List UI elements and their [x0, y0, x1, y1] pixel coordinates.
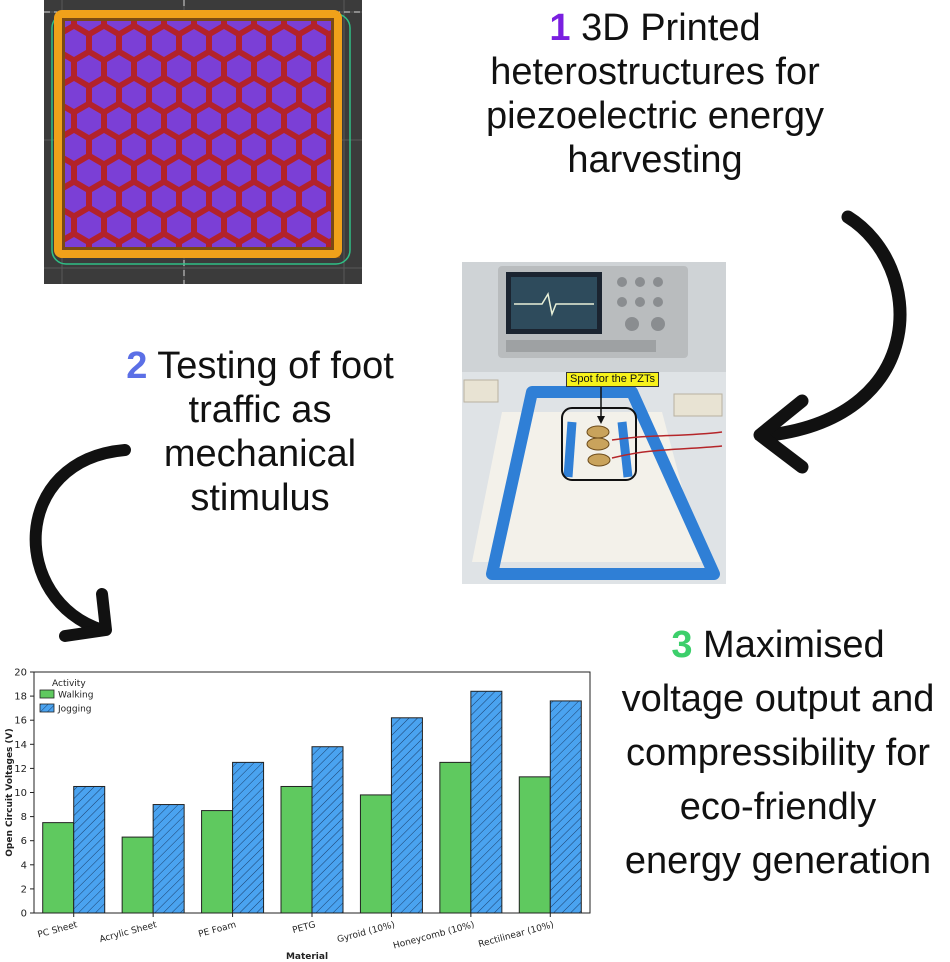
y-tick-label: 12 — [14, 764, 27, 775]
step-2-line-3: mechanical — [163, 433, 357, 475]
step-1-number: 1 — [549, 7, 571, 49]
step-1-caption: 1 3D Printed heterostructures for piezoe… — [420, 6, 890, 182]
y-tick-label: 6 — [21, 836, 27, 847]
x-tick-label: Rectilinear (10%) — [477, 920, 555, 950]
x-tick-label: Honeycomb (10%) — [392, 920, 475, 951]
step-3-line-1: Maximised — [703, 624, 885, 666]
bar-jogging — [390, 717, 423, 914]
y-tick-label: 18 — [14, 692, 27, 703]
bar-jogging — [152, 804, 185, 914]
y-tick-label: 0 — [21, 909, 27, 920]
legend-title: Activity — [52, 679, 86, 689]
curved-arrow-icon — [753, 210, 907, 474]
y-tick-label: 10 — [14, 788, 27, 799]
pzt-callout-label: Spot for the PZTs — [566, 372, 659, 387]
bar-walking — [121, 836, 154, 914]
step-2-line-4: stimulus — [190, 477, 330, 519]
step-3-number: 3 — [671, 624, 693, 666]
y-tick-label: 4 — [21, 860, 27, 871]
foot-traffic-setup-illustration — [462, 262, 726, 584]
voltage-bar-chart: 0 2 4 6 8 10 12 14 16 18 20 Open Circuit Voltages (… — [5, 668, 591, 962]
bar-jogging — [232, 761, 265, 914]
bar-walking — [280, 785, 313, 914]
x-tick-label: PETG — [291, 920, 316, 936]
pzt-discs — [586, 425, 611, 467]
bar-walking — [439, 761, 472, 914]
y-tick-label: 8 — [21, 812, 27, 823]
test-setup-photo: Spot for the PZTs — [462, 262, 726, 584]
step-3-line-2: voltage output and — [621, 678, 935, 720]
slicer-preview-image — [44, 0, 362, 284]
step-1-line-3: piezoelectric energy — [486, 95, 824, 137]
bar-jogging — [549, 700, 582, 914]
x-axis-label: Material — [286, 952, 328, 962]
bar-walking — [518, 776, 551, 914]
step-3-line-3: compressibility for — [625, 732, 931, 774]
step-2-caption: 2 Testing of foot traffic as mechanical … — [60, 344, 460, 520]
bar-jogging — [311, 746, 344, 914]
bar-jogging — [73, 785, 106, 914]
y-axis-label: Open Circuit Voltages (V) — [5, 728, 15, 856]
bar-walking — [42, 822, 75, 914]
bar-jogging — [470, 690, 503, 914]
x-tick-label: Acrylic Sheet — [99, 920, 159, 945]
step-2-number: 2 — [126, 345, 148, 387]
x-tick-label: Gyroid (10%) — [336, 920, 396, 945]
step-1-line-2: heterostructures for — [490, 51, 820, 93]
x-tick-label: PE Foam — [197, 920, 237, 940]
step-1-line-1: 3D Printed — [581, 7, 761, 49]
step-3-line-4: eco-friendly — [679, 786, 877, 828]
step-3-caption: 3 Maximised voltage output and compressi… — [606, 618, 950, 888]
y-tick-label: 2 — [21, 884, 27, 895]
legend-label-jogging: Jogging — [57, 705, 92, 715]
step-2-line-1: Testing of foot — [157, 345, 394, 387]
honeycomb-print-illustration — [44, 0, 362, 284]
legend-swatch-walking — [39, 689, 55, 699]
curved-arrow-icon — [29, 444, 131, 642]
step-1-line-4: harvesting — [567, 139, 743, 181]
y-tick-label: 20 — [14, 668, 27, 679]
bar-walking — [359, 794, 392, 914]
legend-swatch-jogging — [39, 703, 55, 713]
x-tick-label: PC Sheet — [37, 920, 79, 940]
bar-walking — [201, 810, 234, 914]
legend-label-walking: Walking — [58, 691, 93, 701]
step-3-line-5: energy generation — [624, 840, 932, 882]
step-2-line-2: traffic as — [188, 389, 332, 431]
y-tick-label: 16 — [14, 716, 27, 727]
y-tick-label: 14 — [14, 740, 27, 751]
